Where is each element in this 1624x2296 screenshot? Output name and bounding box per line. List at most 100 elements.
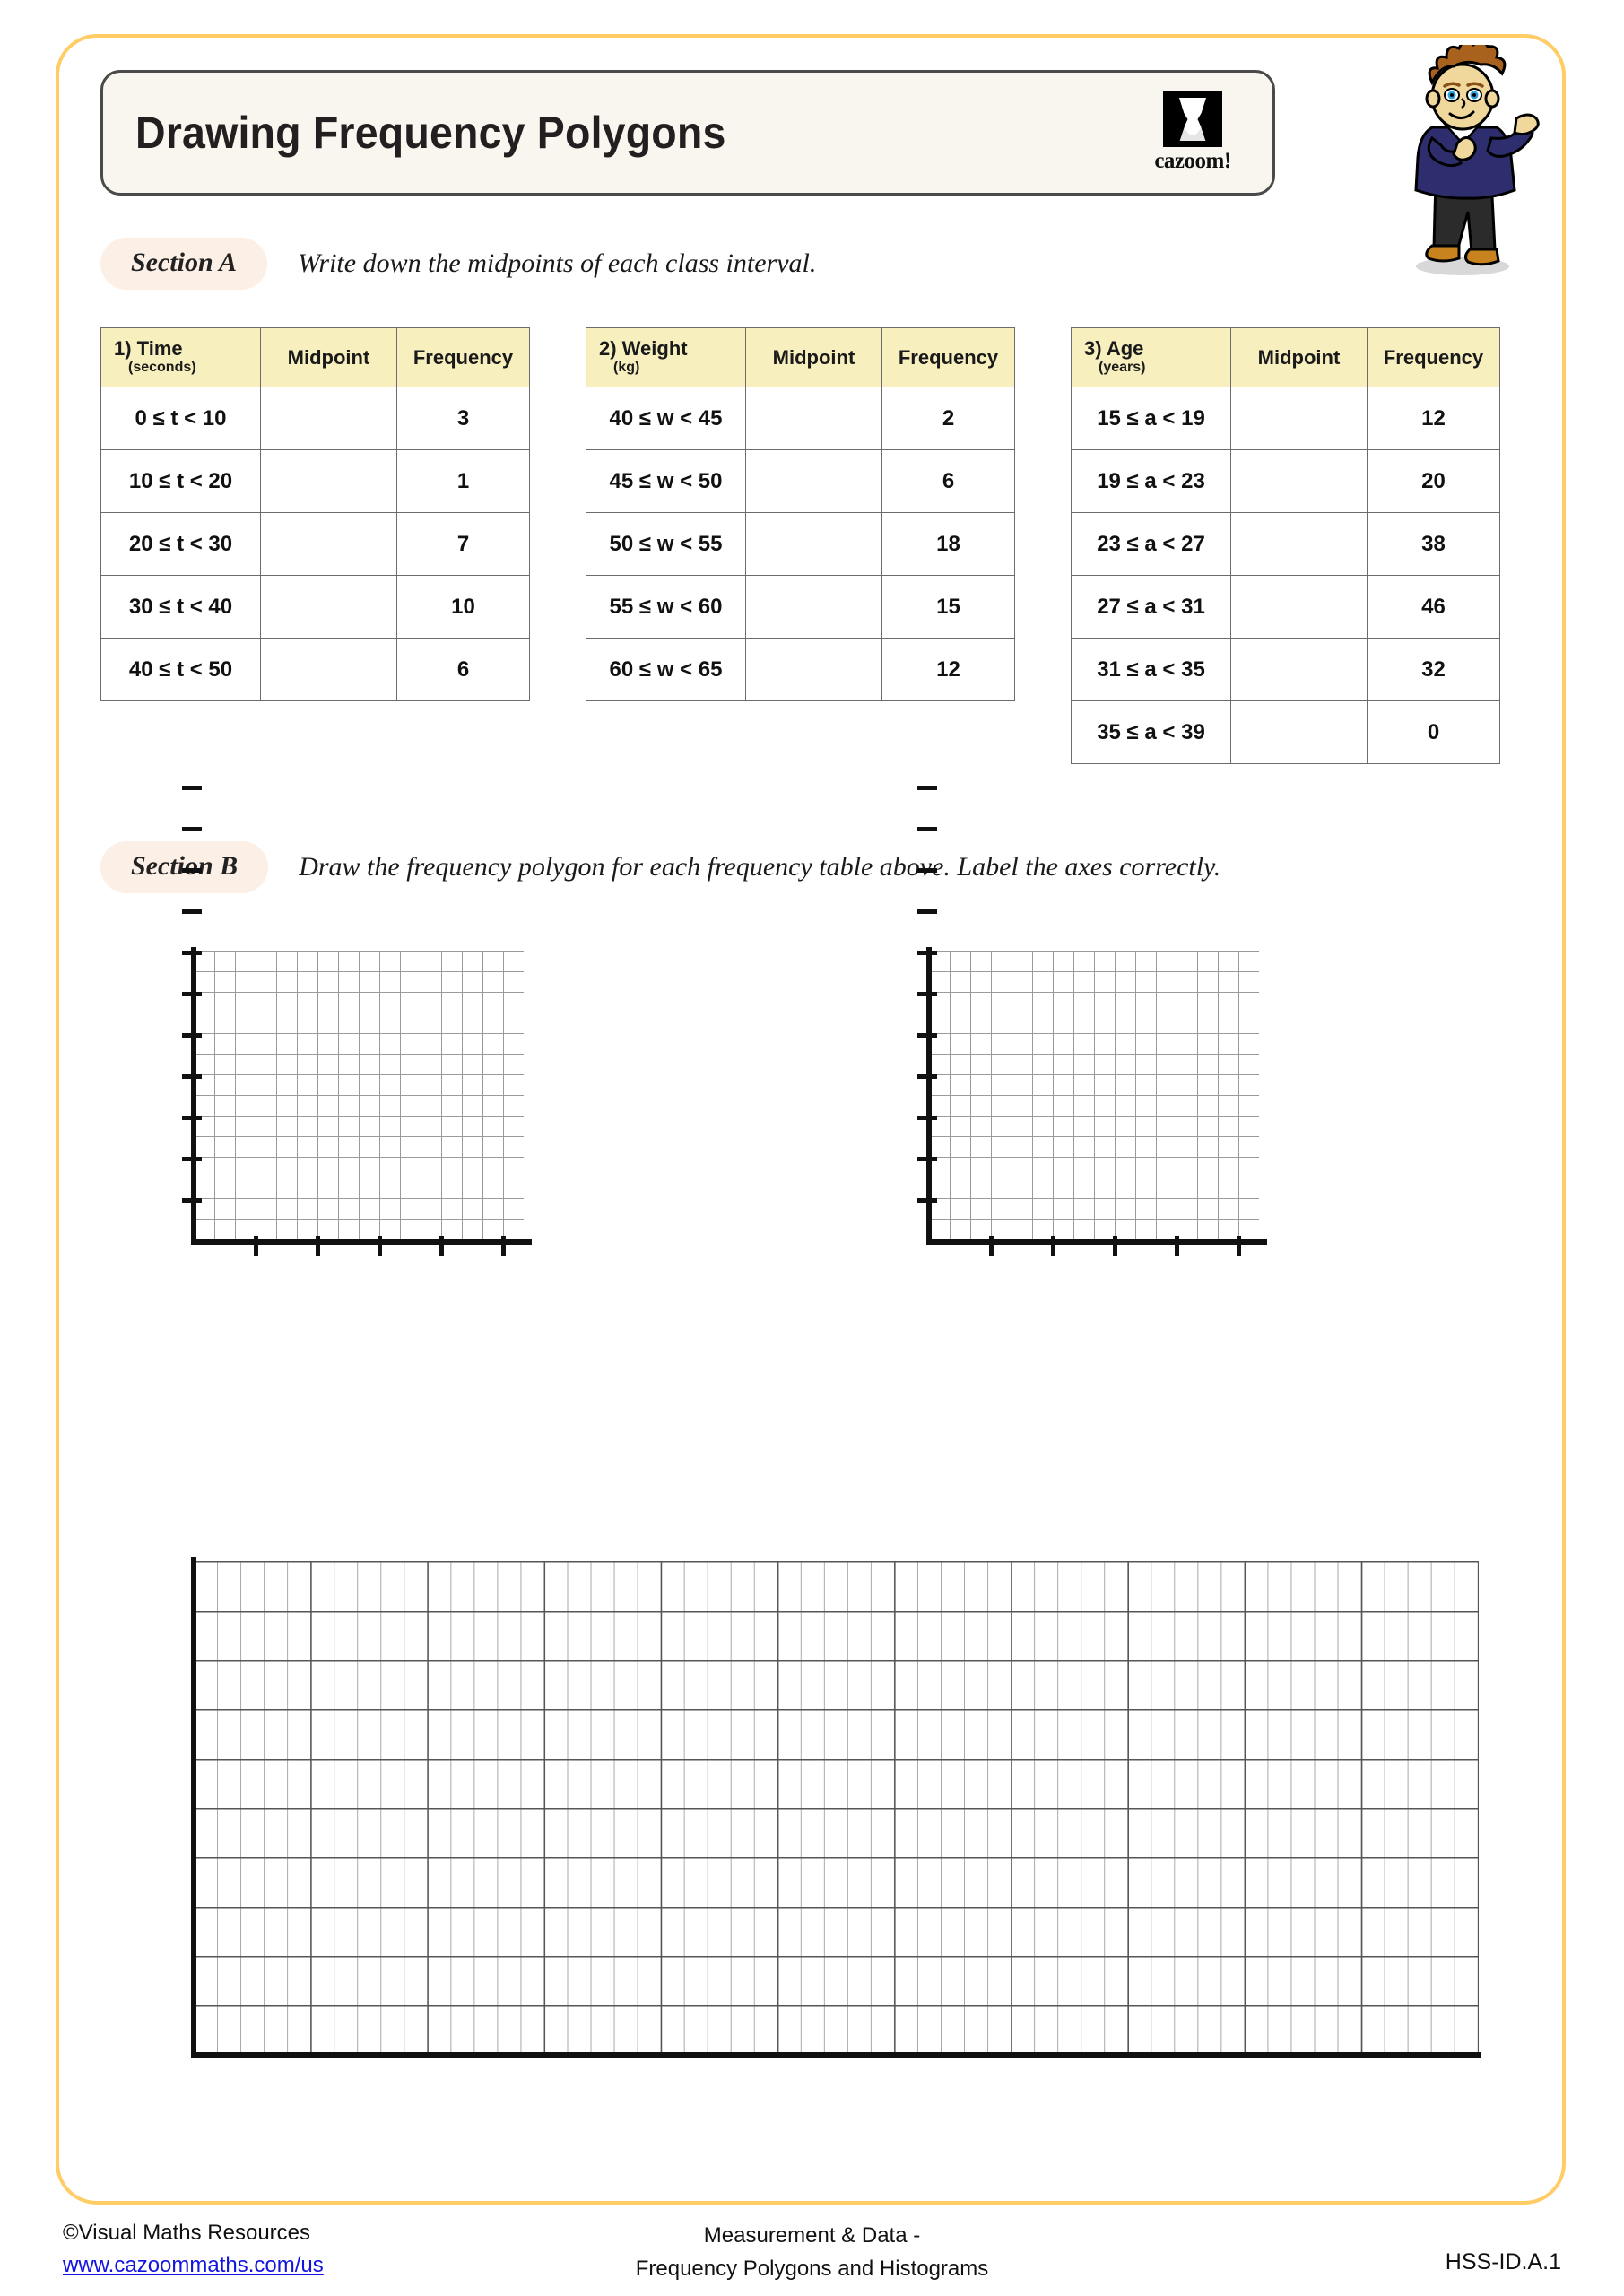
midpoint-cell[interactable] xyxy=(745,387,882,450)
answer-grid-3-large[interactable] xyxy=(194,1561,1479,2055)
midpoint-cell[interactable] xyxy=(1230,575,1368,639)
page-title: Drawing Frequency Polygons xyxy=(135,108,726,158)
table-header-row: 2) Weight (kg) Midpoint Frequency xyxy=(586,327,1015,387)
frequency-cell: 32 xyxy=(1367,638,1500,701)
table-row: 45 ≤ w < 50 6 xyxy=(586,449,1015,513)
frequency-cell: 20 xyxy=(1367,449,1500,513)
table-row: 15 ≤ a < 19 12 xyxy=(1071,387,1500,450)
grid-1-y-tick xyxy=(182,827,202,831)
table-1-unit: (seconds) xyxy=(128,360,196,376)
interval-cell: 23 ≤ a < 27 xyxy=(1071,512,1231,576)
frequency-cell: 1 xyxy=(396,449,530,513)
grid-2-y-tick xyxy=(917,1157,937,1161)
table-row: 40 ≤ t < 50 6 xyxy=(100,638,530,701)
grid-2-x-tick xyxy=(1051,1236,1055,1256)
section-a-instruction: Write down the midpoints of each class i… xyxy=(298,248,817,278)
midpoint-cell[interactable] xyxy=(745,512,882,576)
table-2-title-header: 2) Weight (kg) xyxy=(586,327,746,387)
table-3-frequency-header: Frequency xyxy=(1367,327,1500,387)
midpoint-cell[interactable] xyxy=(745,638,882,701)
answer-grid-3-x-axis xyxy=(191,2052,1481,2058)
table-row: 10 ≤ t < 20 1 xyxy=(100,449,530,513)
grid-2-y-tick xyxy=(917,992,937,996)
grid-1-y-tick xyxy=(182,786,202,790)
grid-2-plot-area[interactable] xyxy=(929,951,1259,1239)
midpoint-cell[interactable] xyxy=(1230,700,1368,764)
frequency-table-weight: 2) Weight (kg) Midpoint Frequency 40 ≤ w… xyxy=(586,327,1015,701)
grid-1-x-tick xyxy=(254,1236,258,1256)
footer-left-block: ©Visual Maths Resources www.cazoommaths.… xyxy=(63,2217,324,2282)
footer-topic-block: Measurement & Data - Frequency Polygons … xyxy=(636,2219,989,2285)
answer-grid-3-y-axis xyxy=(191,1557,196,2057)
grid-2-x-tick xyxy=(1175,1236,1179,1256)
interval-cell: 27 ≤ a < 31 xyxy=(1071,575,1231,639)
grid-1-x-tick xyxy=(501,1236,506,1256)
grid-2-y-tick xyxy=(917,1033,937,1038)
interval-cell: 35 ≤ a < 39 xyxy=(1071,700,1231,764)
table-row: 31 ≤ a < 35 32 xyxy=(1071,638,1500,701)
cazoom-logo-text: cazoom! xyxy=(1154,149,1231,173)
table-2-title: 2) Weight xyxy=(599,337,688,361)
grid-2-x-axis xyxy=(926,1239,1267,1245)
grid-2-x-tick xyxy=(1113,1236,1117,1256)
footer-standard-code: HSS-ID.A.1 xyxy=(1445,2249,1561,2274)
section-a-label: Section A xyxy=(100,238,268,290)
table-row: 60 ≤ w < 65 12 xyxy=(586,638,1015,701)
table-1-midpoint-header: Midpoint xyxy=(260,327,397,387)
midpoint-cell[interactable] xyxy=(745,575,882,639)
table-row: 27 ≤ a < 31 46 xyxy=(1071,575,1500,639)
table-row: 20 ≤ t < 30 7 xyxy=(100,512,530,576)
frequency-cell: 12 xyxy=(881,638,1015,701)
midpoint-cell[interactable] xyxy=(260,512,397,576)
table-1-title-header: 1) Time (seconds) xyxy=(100,327,261,387)
midpoint-cell[interactable] xyxy=(1230,387,1368,450)
table-2-frequency-header: Frequency xyxy=(881,327,1015,387)
table-row: 50 ≤ w < 55 18 xyxy=(586,512,1015,576)
footer-website-link[interactable]: www.cazoommaths.com/us xyxy=(63,2253,324,2277)
midpoint-cell[interactable] xyxy=(260,575,397,639)
interval-cell: 40 ≤ t < 50 xyxy=(100,638,261,701)
grid-1-y-tick xyxy=(182,951,202,955)
frequency-cell: 2 xyxy=(881,387,1015,450)
cazoom-goblet-icon xyxy=(1163,91,1222,147)
interval-cell: 30 ≤ t < 40 xyxy=(100,575,261,639)
frequency-cell: 46 xyxy=(1367,575,1500,639)
table-row: 35 ≤ a < 39 0 xyxy=(1071,700,1500,764)
frequency-cell: 38 xyxy=(1367,512,1500,576)
grid-1-y-tick xyxy=(182,1198,202,1203)
table-1-frequency-header: Frequency xyxy=(396,327,530,387)
midpoint-cell[interactable] xyxy=(260,638,397,701)
grid-1-x-tick xyxy=(316,1236,320,1256)
frequency-cell: 18 xyxy=(881,512,1015,576)
grid-1-plot-area[interactable] xyxy=(194,951,524,1239)
frequency-cell: 0 xyxy=(1367,700,1500,764)
interval-cell: 0 ≤ t < 10 xyxy=(100,387,261,450)
interval-cell: 19 ≤ a < 23 xyxy=(1071,449,1231,513)
grid-1-y-tick xyxy=(182,1033,202,1038)
table-row: 40 ≤ w < 45 2 xyxy=(586,387,1015,450)
table-row: 30 ≤ t < 40 10 xyxy=(100,575,530,639)
grid-2-y-tick xyxy=(917,868,937,873)
interval-cell: 10 ≤ t < 20 xyxy=(100,449,261,513)
midpoint-cell[interactable] xyxy=(1230,638,1368,701)
section-a-header: Section A Write down the midpoints of ea… xyxy=(100,238,816,290)
cazoom-logo: cazoom! xyxy=(1140,91,1246,174)
midpoint-cell[interactable] xyxy=(745,449,882,513)
page-footer: ©Visual Maths Resources www.cazoommaths.… xyxy=(0,2213,1624,2296)
frequency-cell: 10 xyxy=(396,575,530,639)
footer-topic-line-2: Frequency Polygons and Histograms xyxy=(635,2257,989,2282)
grid-2-y-tick xyxy=(917,909,937,914)
midpoint-cell[interactable] xyxy=(1230,512,1368,576)
table-2-midpoint-header: Midpoint xyxy=(745,327,882,387)
grid-1-y-tick xyxy=(182,1074,202,1079)
midpoint-cell[interactable] xyxy=(1230,449,1368,513)
midpoint-cell[interactable] xyxy=(260,449,397,513)
table-3-title: 3) Age xyxy=(1084,337,1144,361)
midpoint-cell[interactable] xyxy=(260,387,397,450)
table-header-row: 3) Age (years) Midpoint Frequency xyxy=(1071,327,1500,387)
grid-2-x-tick xyxy=(1237,1236,1241,1256)
interval-cell: 45 ≤ w < 50 xyxy=(586,449,746,513)
section-b-instruction: Draw the frequency polygon for each freq… xyxy=(299,852,1221,882)
interval-cell: 31 ≤ a < 35 xyxy=(1071,638,1231,701)
mascot-boy-character xyxy=(1385,39,1547,278)
